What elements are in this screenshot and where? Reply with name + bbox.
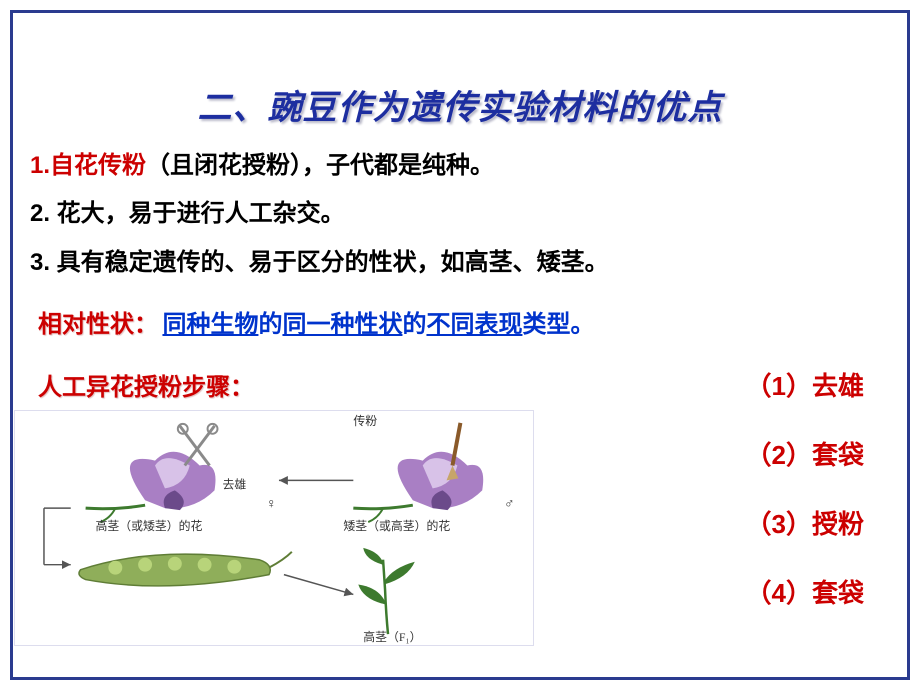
steps-header: 人工异花授粉步骤： (38, 367, 254, 402)
slide-title: 二、豌豆作为遗传实验材料的优点 (24, 80, 896, 129)
male-symbol: ♂ (504, 497, 514, 512)
diagram-top-label: 传粉 (353, 414, 377, 428)
rel-seg5: 不同表现 (426, 311, 522, 338)
point-3: 3. 具有稳定遗传的、易于区分的性状，如高茎、矮茎。 (30, 244, 896, 282)
seedling (358, 548, 415, 634)
rel-seg3: 同一种性状 (282, 311, 402, 338)
relative-trait-label: 相对性状： (38, 311, 158, 338)
step-3: （3）授粉 (746, 504, 864, 541)
result-label: 高茎（F₁） (363, 630, 421, 644)
steps-column: （1）去雄 （2）套袋 （3）授粉 （4）套袋 (746, 366, 864, 610)
emasc-label: 去雄 (222, 477, 246, 491)
step-4: （4）套袋 (746, 573, 864, 610)
slide-content: 二、豌豆作为遗传实验材料的优点 1.自花传粉（且闭花授粉），子代都是纯种。 2.… (0, 0, 920, 690)
point-1-num: 1. (30, 152, 50, 179)
diagram-svg: 传粉 去雄 ♀ 高茎（或矮茎）的花 (15, 411, 533, 645)
rel-seg2: 的 (258, 311, 282, 338)
relative-trait-row: 相对性状： 同种生物的同一种性状的不同表现类型。 (38, 304, 896, 339)
arrow-to-seedling (284, 575, 353, 595)
left-flower: 去雄 ♀ (86, 424, 277, 522)
right-flower: ♂ (353, 423, 514, 522)
pollination-diagram: 传粉 去雄 ♀ 高茎（或矮茎）的花 (14, 410, 534, 646)
left-flower-caption: 高茎（或矮茎）的花 (96, 519, 203, 533)
point-2: 2. 花大，易于进行人工杂交。 (30, 195, 896, 233)
rel-seg6: 类型。 (522, 311, 594, 338)
point-1-rest: （且闭花授粉），子代都是纯种。 (146, 152, 494, 179)
point-1-key: 自花传粉 (50, 152, 146, 179)
right-flower-caption: 矮茎（或高茎）的花 (343, 519, 450, 533)
rel-seg4: 的 (402, 311, 426, 338)
point-1: 1.自花传粉（且闭花授粉），子代都是纯种。 (30, 147, 896, 185)
step-1: （1）去雄 (746, 366, 864, 403)
pea-pod (79, 552, 292, 586)
step-2: （2）套袋 (746, 435, 864, 472)
female-symbol: ♀ (266, 497, 276, 512)
rel-seg1: 同种生物 (162, 311, 258, 338)
